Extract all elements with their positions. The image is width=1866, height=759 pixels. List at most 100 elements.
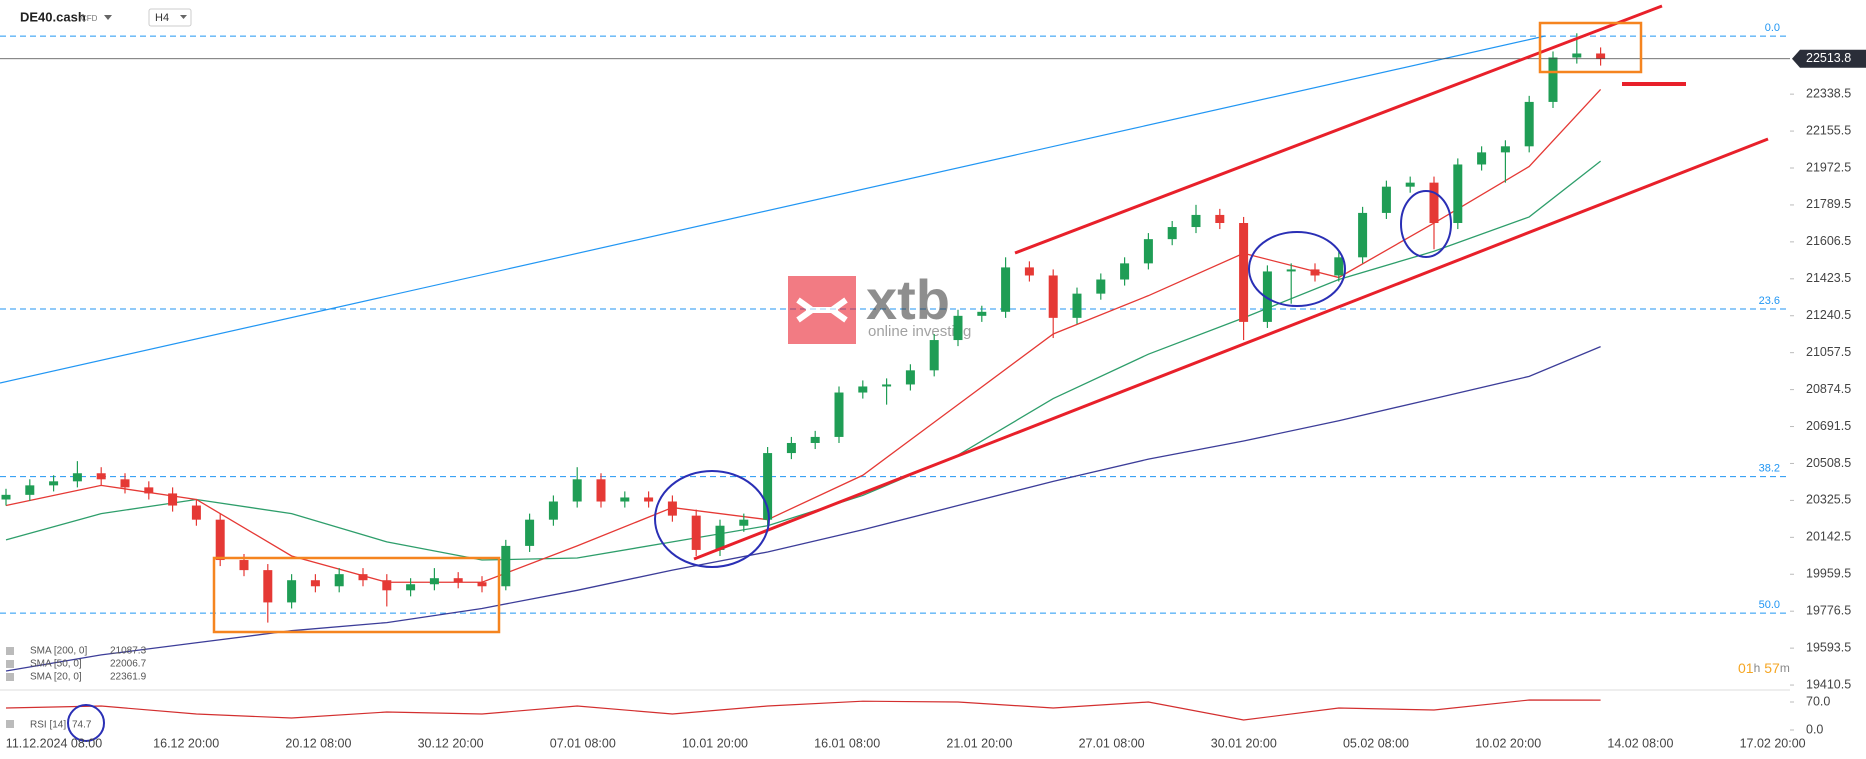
candle-body: [810, 436, 820, 443]
candle-body: [715, 525, 725, 550]
x-tick-label: 05.02 08:00: [1343, 736, 1409, 750]
candle-body: [644, 497, 654, 502]
candle-body: [1096, 279, 1106, 294]
candle-body: [144, 487, 154, 494]
y-tick-label: 20508.5: [1806, 456, 1851, 470]
legend-name: SMA [200, 0]: [30, 646, 87, 657]
x-tick-label: 30.12 20:00: [418, 736, 484, 750]
dropdown-arrow[interactable]: [104, 15, 112, 20]
countdown-minutes: 57: [1764, 660, 1780, 676]
candle-body: [667, 501, 677, 516]
x-tick-label: 21.01 20:00: [946, 736, 1012, 750]
fib-label: 50.0: [1759, 599, 1780, 611]
legend-icon: [6, 720, 14, 728]
fib-label: 23.6: [1759, 295, 1780, 307]
candle-body: [1405, 182, 1415, 187]
candle-body: [191, 505, 201, 520]
candle-body: [334, 574, 344, 587]
header: DE40.cash CFD H4: [20, 8, 192, 27]
timeframe: H4: [155, 12, 169, 24]
trend-line: [0, 35, 1546, 384]
candle-body: [977, 311, 987, 316]
candle-body: [1429, 182, 1439, 224]
countdown: 01h 57m: [1738, 660, 1790, 676]
candle-body: [1500, 146, 1510, 153]
watermark-icon: [796, 297, 848, 323]
candle-body: [406, 584, 416, 591]
candle-body: [1524, 101, 1534, 147]
candle-body: [310, 580, 320, 587]
y-tick-label: 19776.5: [1806, 603, 1851, 617]
instrument: DE40.cash: [20, 9, 86, 24]
watermark: xtb online investing: [788, 268, 971, 344]
countdown-h: h: [1754, 661, 1761, 675]
y-tick-label: 19593.5: [1806, 640, 1851, 654]
candle-body: [477, 582, 487, 587]
candle-body: [1001, 267, 1011, 312]
candle-body: [739, 519, 749, 526]
candle-body: [786, 442, 796, 454]
candle-body: [1191, 214, 1201, 228]
candle-body: [96, 473, 106, 480]
y-tick-label: 20325.5: [1806, 493, 1851, 507]
x-tick-label: 30.01 20:00: [1211, 736, 1277, 750]
x-tick-label: 16.12 20:00: [153, 736, 219, 750]
x-tick-label: 16.01 08:00: [814, 736, 880, 750]
x-tick-label: 10.01 20:00: [682, 736, 748, 750]
x-tick-label: 10.02 20:00: [1475, 736, 1541, 750]
candle-body: [596, 479, 606, 502]
x-tick-label: 20.12 08:00: [285, 736, 351, 750]
legend-name: SMA [20, 0]: [30, 672, 82, 683]
rsi-legend-name: RSI [14]: [30, 720, 66, 731]
candle-body: [382, 580, 392, 591]
candle-body: [1, 494, 11, 500]
legend-icon: [6, 660, 14, 668]
legend-value: 22006.7: [110, 659, 147, 670]
dropdown-arrow[interactable]: [180, 15, 187, 19]
candle-body: [239, 560, 249, 571]
timeframe-box[interactable]: [148, 8, 192, 27]
candle-body: [1358, 212, 1368, 258]
candle-body: [1120, 263, 1130, 280]
last-price-tag: [1792, 49, 1866, 68]
highlight-ellipse: [1400, 190, 1452, 258]
watermark-tagline: online investing: [868, 323, 971, 340]
candle-body: [834, 392, 844, 437]
y-tick-label: 20691.5: [1806, 419, 1851, 433]
highlight-ellipse: [1248, 231, 1346, 307]
candle-body: [691, 515, 701, 550]
y-tick-label: 21972.5: [1806, 160, 1851, 174]
candle-body: [1381, 186, 1391, 213]
candle-body: [215, 519, 225, 561]
candle-body: [453, 578, 463, 583]
candle-body: [1239, 223, 1249, 322]
legend-icon: [6, 647, 14, 655]
legend-name: SMA [50, 0]: [30, 659, 82, 670]
x-tick-label: 27.01 08:00: [1079, 736, 1145, 750]
candle-body: [1548, 57, 1558, 102]
y-tick-label: 21057.5: [1806, 345, 1851, 359]
candle-body: [1453, 164, 1463, 224]
legend-value: 22361.9: [110, 672, 147, 683]
annotations: [67, 4, 1769, 742]
candle-body: [429, 578, 439, 585]
highlight-ellipse: [654, 470, 770, 568]
candle-body: [1143, 239, 1153, 264]
candle-body: [49, 481, 59, 486]
channel-upper: [1014, 4, 1663, 255]
candle-body: [929, 340, 939, 371]
candle-body: [1262, 271, 1272, 322]
candle-body: [1024, 267, 1034, 276]
y-tick-label: 0.0: [1806, 722, 1823, 736]
y-tick-label: 19410.5: [1806, 677, 1851, 691]
candle-body: [1048, 275, 1058, 318]
candle-body: [25, 485, 35, 495]
legend-value: 21087.3: [110, 646, 147, 657]
candle-body: [120, 479, 130, 488]
top-box: [1538, 21, 1643, 74]
y-tick-label: 70.0: [1806, 694, 1830, 708]
y-tick-label: 21789.5: [1806, 197, 1851, 211]
x-tick-label: 11.12.2024 08:00: [6, 736, 102, 750]
